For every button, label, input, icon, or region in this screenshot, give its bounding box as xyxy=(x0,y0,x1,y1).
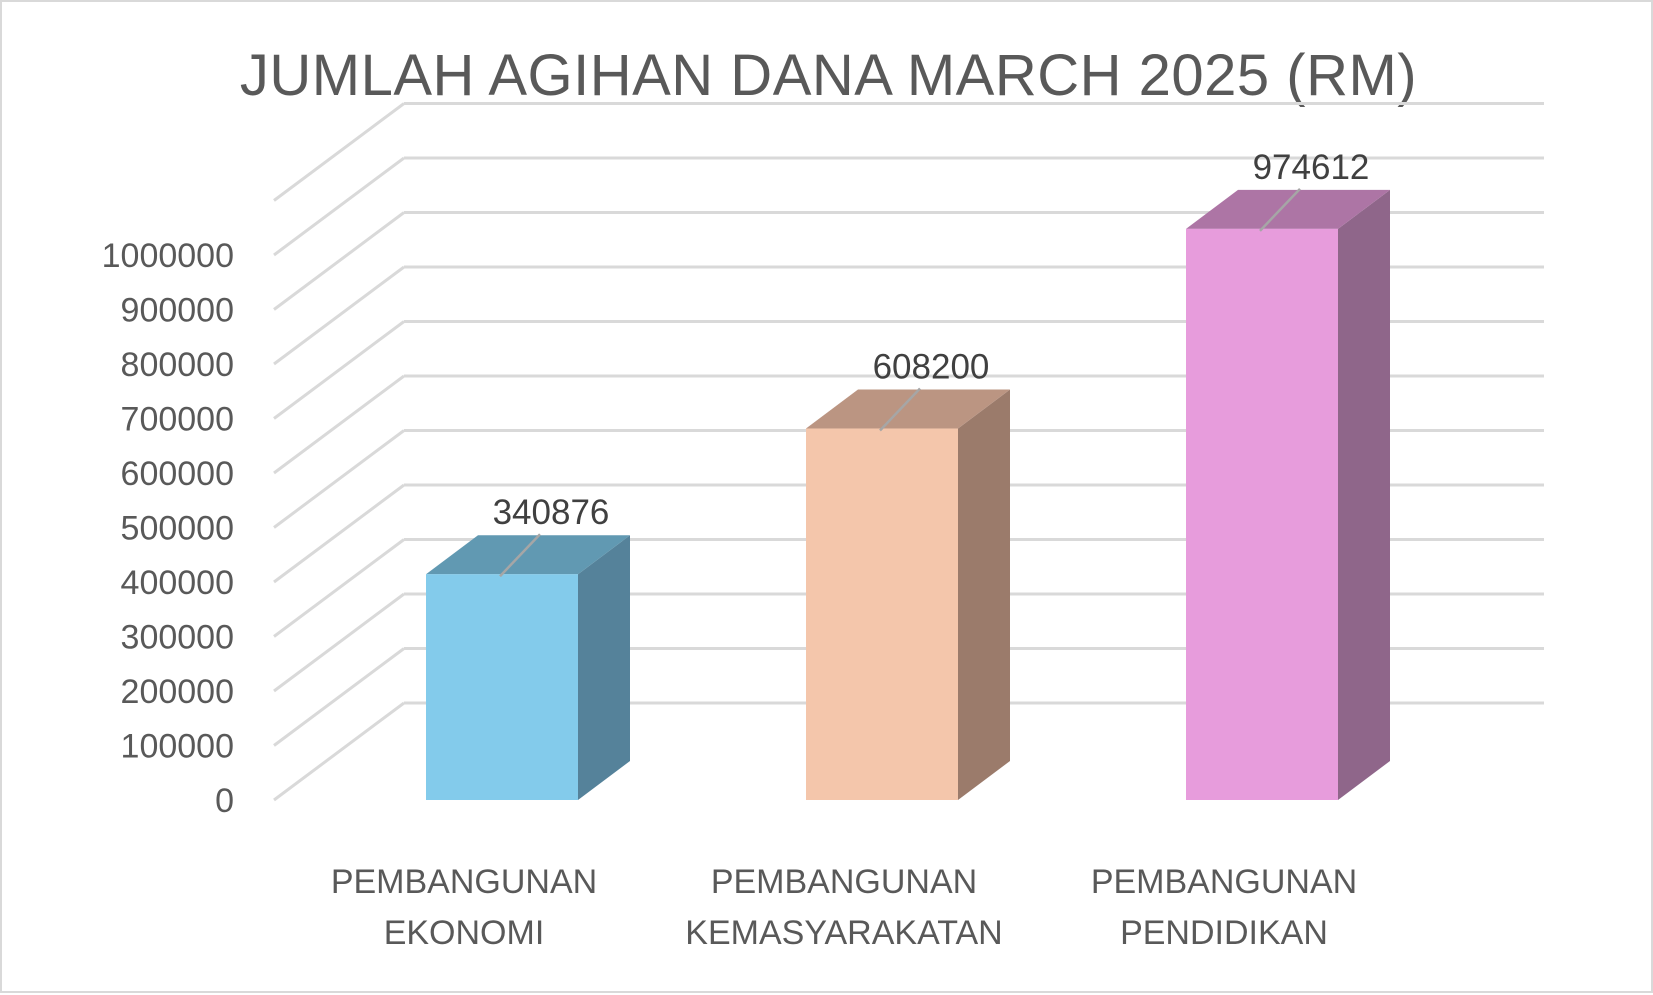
y-tick-label: 200000 xyxy=(121,673,234,711)
gridline-side xyxy=(273,429,405,529)
bar-front xyxy=(806,428,958,800)
gridline-side xyxy=(273,211,405,311)
data-label: 340876 xyxy=(493,493,610,578)
bar-side xyxy=(958,389,1010,800)
gridline-side xyxy=(273,156,405,257)
y-tick-label: 900000 xyxy=(121,292,234,330)
leader-line xyxy=(499,533,541,578)
y-tick-label: 800000 xyxy=(121,346,234,384)
x-tick-label: KEMASYARAKATAN xyxy=(685,914,1002,952)
bar-top xyxy=(806,389,1010,429)
y-tick-label: 100000 xyxy=(121,728,234,766)
bar-top xyxy=(426,535,630,575)
data-label: 608200 xyxy=(873,348,990,432)
x-tick-label: PEMBANGUNAN xyxy=(1091,863,1357,901)
chart-title: JUMLAH AGIHAN DANA MARCH 2025 (RM) xyxy=(239,43,1418,108)
gridline xyxy=(273,102,1544,202)
y-tick-label: 300000 xyxy=(121,619,234,657)
gridline-side xyxy=(273,102,405,202)
gridline-side xyxy=(273,483,405,584)
gridline-side xyxy=(273,374,405,475)
x-tick-label: PEMBANGUNAN xyxy=(711,863,977,901)
bar-top xyxy=(1186,189,1390,229)
bar-side xyxy=(578,535,630,800)
bar-front xyxy=(1186,228,1338,801)
data-label-text: 608200 xyxy=(873,348,990,387)
bars xyxy=(426,189,1390,801)
bar xyxy=(426,535,630,800)
data-label-text: 974612 xyxy=(1253,148,1370,187)
y-tick-label: 500000 xyxy=(121,510,234,548)
x-tick-label: PENDIDIKAN xyxy=(1120,914,1328,952)
gridline-side xyxy=(273,592,405,693)
data-label-text: 340876 xyxy=(493,493,610,532)
bar xyxy=(806,389,1010,800)
x-tick-label: PEMBANGUNAN xyxy=(331,863,597,901)
y-axis-ticks: 0 100000 200000 300000 400000 500000 600000 700… xyxy=(102,237,234,820)
gridline-side xyxy=(273,538,405,638)
y-tick-label: 600000 xyxy=(121,455,234,493)
leader-line xyxy=(1259,187,1301,232)
data-label: 974612 xyxy=(1253,148,1370,232)
x-tick-label: EKONOMI xyxy=(384,914,545,952)
gridline xyxy=(273,156,1544,257)
y-tick-label: 0 xyxy=(215,782,234,820)
y-tick-label: 400000 xyxy=(121,564,234,602)
bar xyxy=(1186,189,1390,801)
category-labels: PEMBANGUNAN EKONOMI PEMBANGUNAN KEMASYARAKA… xyxy=(331,863,1357,952)
y-tick-label: 700000 xyxy=(121,401,234,439)
gridline-side xyxy=(273,647,405,747)
bar-side xyxy=(1338,189,1390,801)
y-tick-label: 1000000 xyxy=(102,237,234,275)
gridline-side xyxy=(273,320,405,420)
gridline-side xyxy=(273,701,405,802)
gridline-side xyxy=(273,265,405,366)
data-labels: 340876 608200 974612 xyxy=(493,148,1370,578)
leader-line xyxy=(879,387,921,432)
bar-front xyxy=(426,574,578,800)
